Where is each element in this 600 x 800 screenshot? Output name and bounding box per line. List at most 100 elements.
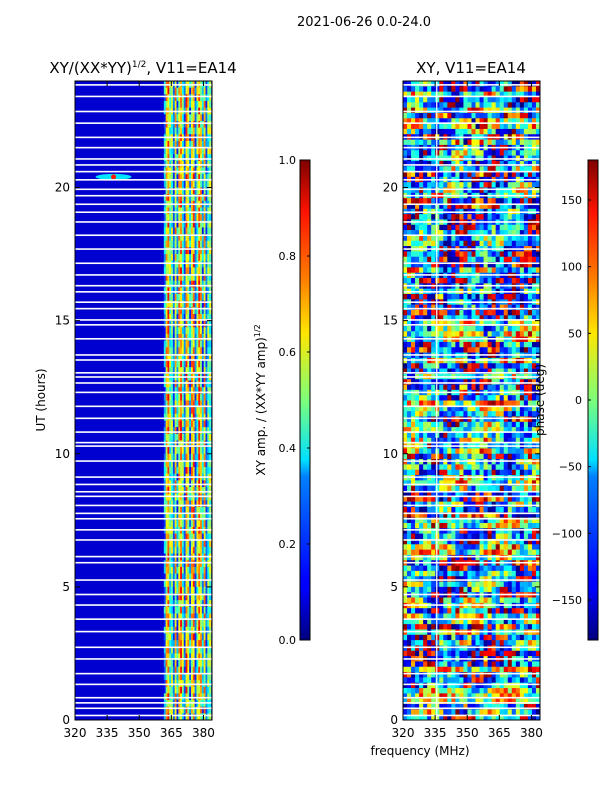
left-heatmap-cell — [203, 194, 206, 202]
right-heatmap-cell — [475, 341, 480, 348]
left-heatmap-cell — [172, 580, 175, 588]
right-heatmap-cell — [479, 395, 484, 401]
left-heatmap-cell — [185, 367, 188, 375]
left-heatmap-cell — [205, 174, 208, 182]
left-flagged-row — [75, 382, 212, 384]
left-heatmap-cell — [203, 240, 206, 248]
left-heatmap-cell — [205, 566, 208, 574]
right-heatmap-cell — [459, 91, 464, 98]
left-heatmap-cell — [172, 593, 175, 601]
left-heatmap-cell — [174, 513, 177, 521]
right-heatmap-cell — [431, 118, 436, 124]
right-heatmap-cell — [431, 294, 436, 300]
left-heatmap-cell — [196, 214, 199, 222]
right-heatmap-cell — [463, 304, 468, 311]
right-heatmap-cell — [483, 341, 488, 348]
right-heatmap-cell — [471, 325, 476, 332]
left-x-tick-label: 365 — [160, 726, 183, 740]
right-heatmap-cell — [443, 325, 448, 332]
left-heatmap-cell — [176, 393, 179, 401]
right-heatmap-cell — [535, 198, 540, 204]
left-heatmap-cell — [201, 420, 204, 428]
left-heatmap-cell — [187, 467, 190, 475]
right-heatmap-cell — [447, 171, 452, 178]
left-heatmap-cell — [163, 453, 166, 461]
right-heatmap-cell — [487, 81, 492, 87]
left-heatmap-cell — [180, 187, 183, 195]
right-heatmap-cell — [423, 171, 428, 178]
right-heatmap-cell — [415, 347, 420, 353]
right-heatmap-cell — [467, 320, 472, 327]
left-heatmap-cell — [178, 520, 181, 528]
right-heatmap-cell — [503, 405, 509, 412]
left-heatmap-cell — [205, 520, 208, 528]
left-heatmap-cell — [176, 440, 179, 448]
left-heatmap-cell — [203, 487, 206, 494]
right-heatmap-cell — [483, 315, 488, 321]
right-heatmap-cell — [495, 240, 501, 247]
right-heatmap-cell — [455, 411, 460, 417]
right-heatmap-cell — [423, 240, 428, 247]
right-heatmap-cell — [435, 198, 440, 204]
left-heatmap-cell — [196, 154, 199, 162]
right-heatmap-cell — [451, 416, 456, 423]
right-heatmap-cell — [527, 86, 533, 92]
left-flagged-row — [75, 248, 212, 250]
left-heatmap-cell — [176, 280, 179, 288]
left-heatmap-cell — [187, 194, 190, 202]
left-flagged-row — [75, 490, 212, 493]
right-heatmap-cell — [527, 411, 533, 417]
right-heatmap-cell — [419, 224, 424, 231]
right-heatmap-cell — [427, 160, 432, 167]
right-heatmap-cell — [535, 331, 540, 337]
right-heatmap-cell — [531, 267, 537, 274]
right-heatmap-cell — [491, 341, 496, 348]
right-heatmap-cell — [483, 251, 488, 258]
left-heatmap-cell — [167, 606, 170, 614]
left-heatmap-cell — [163, 433, 166, 441]
left-heatmap-cell — [198, 580, 201, 588]
right-heatmap-cell — [427, 411, 432, 417]
right-heatmap-cell — [531, 427, 537, 433]
left-heatmap-cell — [200, 633, 203, 641]
right-heatmap-cell — [507, 150, 513, 156]
left-heatmap-cell — [185, 327, 188, 335]
left-heatmap-cell — [203, 706, 206, 714]
left-heatmap-cell — [181, 533, 185, 541]
left-heatmap-cell — [207, 413, 210, 421]
left-heatmap-cell — [201, 300, 204, 308]
right-heatmap-cell — [471, 405, 476, 412]
left-heatmap-cell — [209, 640, 212, 648]
right-heatmap-cell — [519, 325, 525, 332]
right-heatmap-cell — [403, 448, 408, 455]
left-heatmap-cell — [187, 87, 190, 95]
left-heatmap-cell — [183, 400, 186, 408]
left-heatmap-cell — [167, 140, 170, 148]
left-heatmap-cell — [205, 513, 208, 521]
right-heatmap-cell — [403, 341, 408, 348]
right-heatmap-cell — [431, 331, 436, 337]
left-heatmap-cell — [169, 513, 172, 521]
left-heatmap-cell — [203, 433, 206, 441]
right-heatmap-cell — [407, 341, 412, 348]
left-heatmap-cell — [171, 620, 174, 628]
left-heatmap-cell — [198, 467, 201, 475]
left-heatmap-cell — [183, 713, 186, 720]
left-heatmap-cell — [174, 214, 177, 222]
right-heatmap-cell — [479, 224, 484, 231]
right-heatmap-cell — [431, 379, 436, 385]
left-heatmap-cell — [194, 513, 197, 521]
left-heatmap-cell — [187, 640, 190, 648]
left-heatmap-cell — [178, 247, 181, 255]
right-heatmap-cell — [503, 341, 509, 348]
left-heatmap-cell — [196, 433, 199, 441]
left-heatmap-cell — [189, 147, 192, 155]
right-heatmap-cell — [503, 224, 509, 231]
left-heatmap-cell — [171, 666, 174, 674]
left-heatmap-cell — [192, 413, 195, 421]
left-heatmap-cell — [174, 267, 177, 275]
right-heatmap-cell — [491, 304, 496, 311]
left-heatmap-cell — [167, 546, 170, 554]
left-heatmap-cell — [172, 586, 175, 594]
right-heatmap-cell — [491, 230, 496, 236]
